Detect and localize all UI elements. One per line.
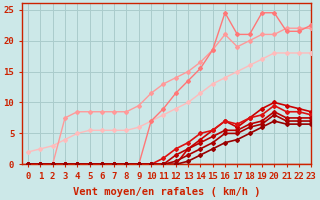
X-axis label: Vent moyen/en rafales ( km/h ): Vent moyen/en rafales ( km/h ) — [73, 187, 260, 197]
